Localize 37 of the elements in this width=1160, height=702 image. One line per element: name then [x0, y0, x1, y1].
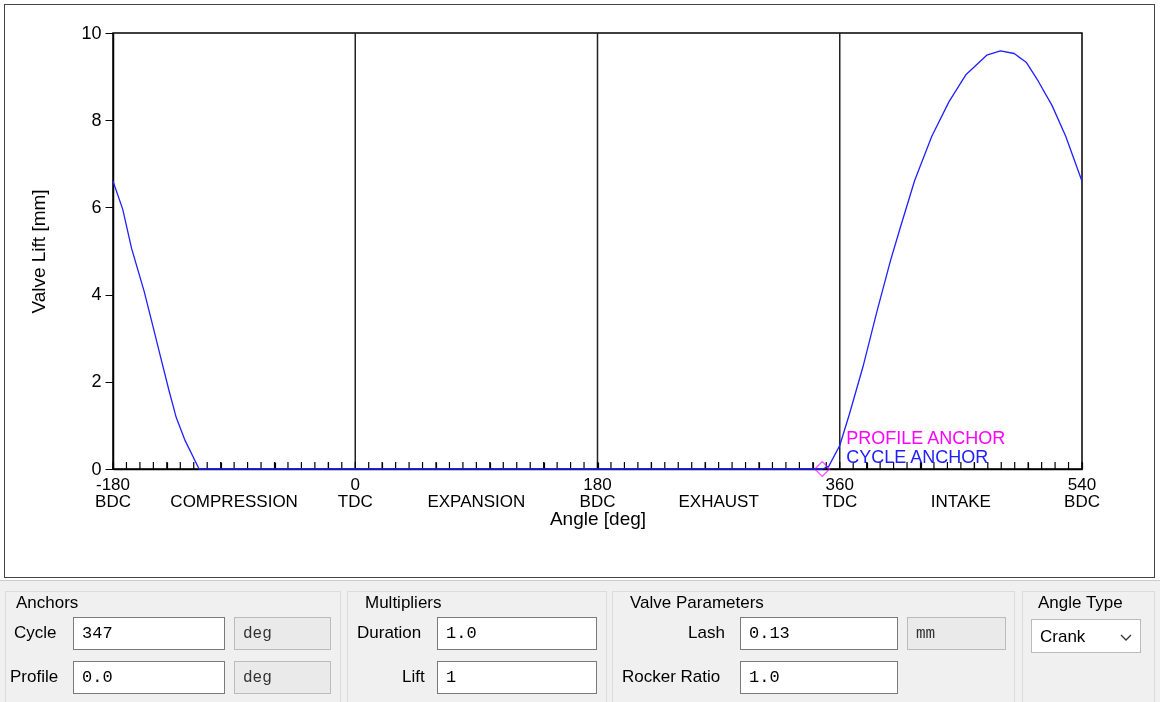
text-field: 347	[73, 617, 225, 650]
text: Lash	[688, 623, 725, 642]
text: Valve Parameters	[630, 593, 764, 612]
text-field: 0.13	[740, 617, 898, 650]
y-tick-label: 6	[91, 196, 102, 217]
y-tick-label: 2	[91, 371, 102, 392]
text: Duration	[357, 623, 422, 642]
y-tick-label: 4	[91, 284, 102, 305]
annotation: CYCLE ANCHOR	[846, 447, 989, 467]
y-axis-title: Valve Lift [mm]	[28, 189, 50, 314]
text: Anchors	[16, 593, 79, 612]
x-tick-label: 540 BDC	[1064, 475, 1100, 511]
x-tick-label: EXHAUST	[678, 492, 759, 511]
unit-field: deg	[234, 617, 331, 650]
unit-field: mm	[907, 617, 1006, 650]
text-field: 1.0	[437, 617, 597, 650]
y-tick-label: 10	[81, 22, 102, 43]
x-tick-label: 0 TDC	[337, 475, 373, 511]
text: Cycle	[14, 623, 57, 642]
unit-field: deg	[234, 661, 331, 694]
x-tick-label: EXPANSION	[427, 492, 526, 511]
text-field: 0.0	[73, 661, 225, 694]
annotation: PROFILE ANCHOR	[846, 428, 1006, 448]
text: Angle Type	[1038, 593, 1123, 612]
text: Rocker Ratio	[622, 667, 721, 686]
x-tick-label: 360 TDC	[822, 475, 858, 511]
text-field: 1.0	[740, 661, 898, 694]
text: Multipliers	[365, 593, 442, 612]
y-tick-label: 8	[91, 109, 102, 130]
x-tick-label: INTAKE	[930, 492, 991, 511]
x-tick-label: COMPRESSION	[170, 492, 298, 511]
x-axis-title: Angle [deg]	[549, 508, 647, 530]
dropdown: Crank	[1031, 619, 1141, 653]
x-tick-label: 180 BDC	[579, 475, 616, 511]
text-field: 1	[437, 661, 597, 694]
text: Profile	[10, 667, 59, 686]
text: Lift	[402, 667, 425, 686]
